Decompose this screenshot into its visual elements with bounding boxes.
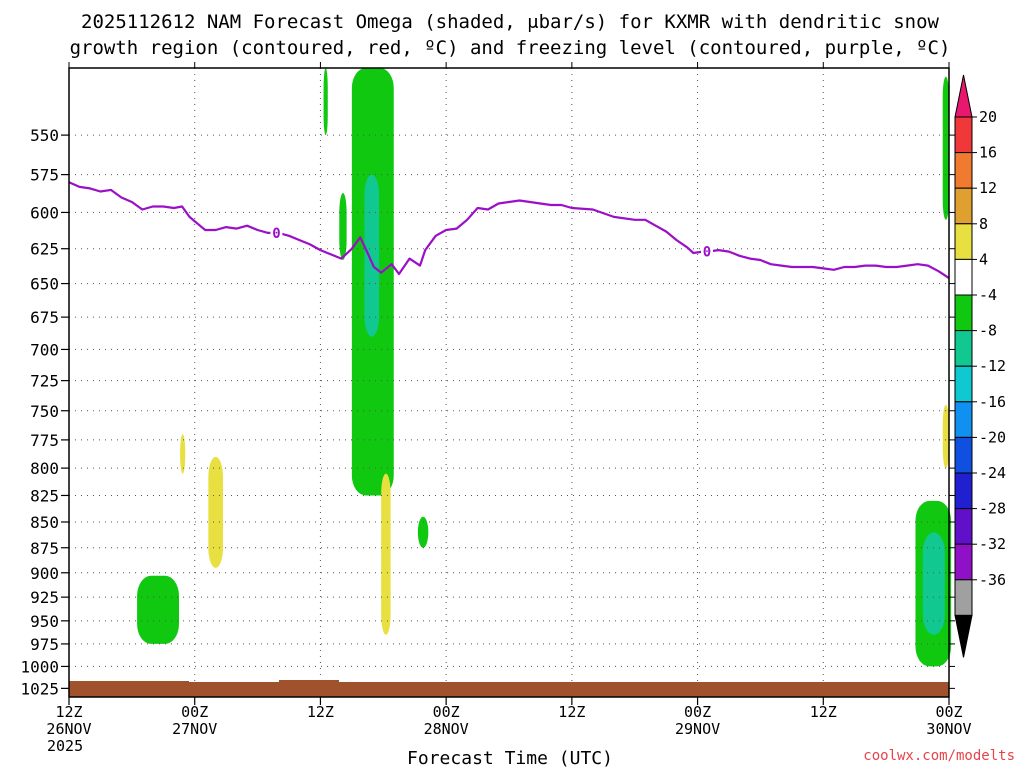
terrain-ground <box>69 680 949 697</box>
freezing-level-line <box>68 181 950 280</box>
freezing-level-label-1: 0 <box>703 245 711 261</box>
y-tick-label-750: 750 <box>30 402 59 421</box>
colorbar-label-1: 16 <box>979 144 997 162</box>
x-tick-label-72-1: 12Z <box>810 703 837 721</box>
colorbar-top-triangle <box>954 74 973 118</box>
y-tick-label-850: 850 <box>30 513 59 532</box>
colorbar-label-13: -36 <box>979 571 1006 589</box>
colorbar-segment-10 <box>954 436 973 474</box>
x-tick-label-0-1: 12Z <box>55 703 82 721</box>
colorbar-label-12: -32 <box>979 535 1006 553</box>
y-tick-label-975: 975 <box>30 635 59 654</box>
x-tick-label-36-2: 28NOV <box>424 720 469 738</box>
colorbar-label-2: 12 <box>979 179 997 197</box>
colorbar-segment-2 <box>954 152 973 189</box>
omega-region-4 <box>364 174 380 337</box>
chart-title-line1: 2025112612 NAM Forecast Omega (shaded, μ… <box>81 11 939 33</box>
omega-shading <box>137 68 952 667</box>
y-tick-label-650: 650 <box>30 275 59 294</box>
y-tick-label-950: 950 <box>30 612 59 631</box>
colorbar-segment-3 <box>954 187 973 225</box>
omega-region-6 <box>942 76 949 220</box>
x-tick-label-48-1: 12Z <box>558 703 585 721</box>
freezing-level-label-0: 0 <box>272 226 280 242</box>
colorbar-segment-7 <box>954 330 973 367</box>
plot-area <box>69 68 949 697</box>
x-tick-label-36-1: 00Z <box>433 703 460 721</box>
omega-region-10 <box>208 456 223 568</box>
y-tick-label-1025: 1025 <box>20 679 59 698</box>
x-tick-label-24-1: 12Z <box>307 703 334 721</box>
colorbar-label-5: -4 <box>979 286 997 304</box>
omega-region-5 <box>417 516 429 548</box>
terrain-band <box>69 682 949 697</box>
x-tick-label-60-1: 00Z <box>684 703 711 721</box>
terrain-bump-mid <box>279 680 339 684</box>
omega-region-11 <box>381 473 391 635</box>
colorbar-label-3: 8 <box>979 215 988 233</box>
y-tick-label-550: 550 <box>30 126 59 145</box>
x-tick-label-84-2: 30NOV <box>926 720 971 738</box>
colorbar-segment-12 <box>954 508 973 545</box>
y-tick-label-775: 775 <box>30 431 59 450</box>
omega-region-12 <box>942 404 949 469</box>
plot-frame <box>61 62 955 705</box>
colorbar-segment-1 <box>954 116 973 154</box>
colorbar-label-11: -28 <box>979 500 1006 518</box>
colorbar-segment-6 <box>954 294 973 332</box>
chart-title-line2: growth region (contoured, red, ºC) and f… <box>70 37 951 59</box>
colorbar-segment-8 <box>954 365 973 403</box>
colorbar-label-10: -24 <box>979 464 1006 482</box>
y-tick-label-575: 575 <box>30 166 59 185</box>
colorbar-segment-11 <box>954 472 973 510</box>
plot-border <box>68 67 950 698</box>
x-axis-title: Forecast Time (UTC) <box>407 748 613 768</box>
colorbar-segment-4 <box>954 223 973 260</box>
credit-text: coolwx.com/modelts <box>863 748 1015 764</box>
y-tick-label-675: 675 <box>30 308 59 327</box>
colorbar-segment-14 <box>954 579 973 616</box>
y-tick-label-925: 925 <box>30 588 59 607</box>
omega-region-1 <box>323 68 328 136</box>
y-tick-label-700: 700 <box>30 340 59 359</box>
y-tick-label-800: 800 <box>30 459 59 478</box>
y-tick-label-625: 625 <box>30 240 59 259</box>
colorbar-label-4: 4 <box>979 250 988 268</box>
freezing-label-bg-1 <box>701 243 713 259</box>
y-tick-label-900: 900 <box>30 564 59 583</box>
y-tick-label-725: 725 <box>30 372 59 391</box>
colorbar-label-8: -16 <box>979 393 1006 411</box>
colorbar-segment-13 <box>954 543 973 581</box>
omega-region-0 <box>137 575 179 644</box>
x-tick-label-12-2: 27NOV <box>172 720 217 738</box>
freezing-level-contour: 00 <box>68 181 950 280</box>
omega-region-2 <box>339 192 347 261</box>
colorbar-segment-5 <box>954 258 973 296</box>
y-tick-label-875: 875 <box>30 539 59 558</box>
y-tick-label-600: 600 <box>30 203 59 222</box>
colorbar-label-9: -20 <box>979 428 1006 446</box>
y-axis-labels: 550 575 600 625 650 675 700 725 750 775 800 825 850 8… <box>20 126 59 698</box>
colorbar-label-7: -12 <box>979 357 1006 375</box>
omega-region-9 <box>180 434 186 474</box>
x-tick-label-84-1: 00Z <box>935 703 962 721</box>
x-tick-label-0-2: 26NOV <box>46 720 91 738</box>
terrain-bump-left <box>69 681 189 684</box>
colorbar-bottom-triangle <box>954 614 973 658</box>
x-tick-label-60-2: 29NOV <box>675 720 720 738</box>
colorbar-label-0: 20 <box>979 108 997 126</box>
freezing-label-bg-0 <box>270 224 283 240</box>
omega-region-8 <box>922 532 945 635</box>
colorbar-segment-9 <box>954 401 973 438</box>
y-tick-label-1000: 1000 <box>20 657 59 676</box>
y-tick-label-825: 825 <box>30 486 59 505</box>
x-tick-label-12-1: 00Z <box>181 703 208 721</box>
plot-background <box>69 68 949 697</box>
colorbar: 20 16 12 8 4 -4 -8 -12 -16 -20 -24 -28 -32 -36 <box>954 74 1006 658</box>
colorbar-label-6: -8 <box>979 322 997 340</box>
x-tick-label-0-3: 2025 <box>47 737 83 755</box>
